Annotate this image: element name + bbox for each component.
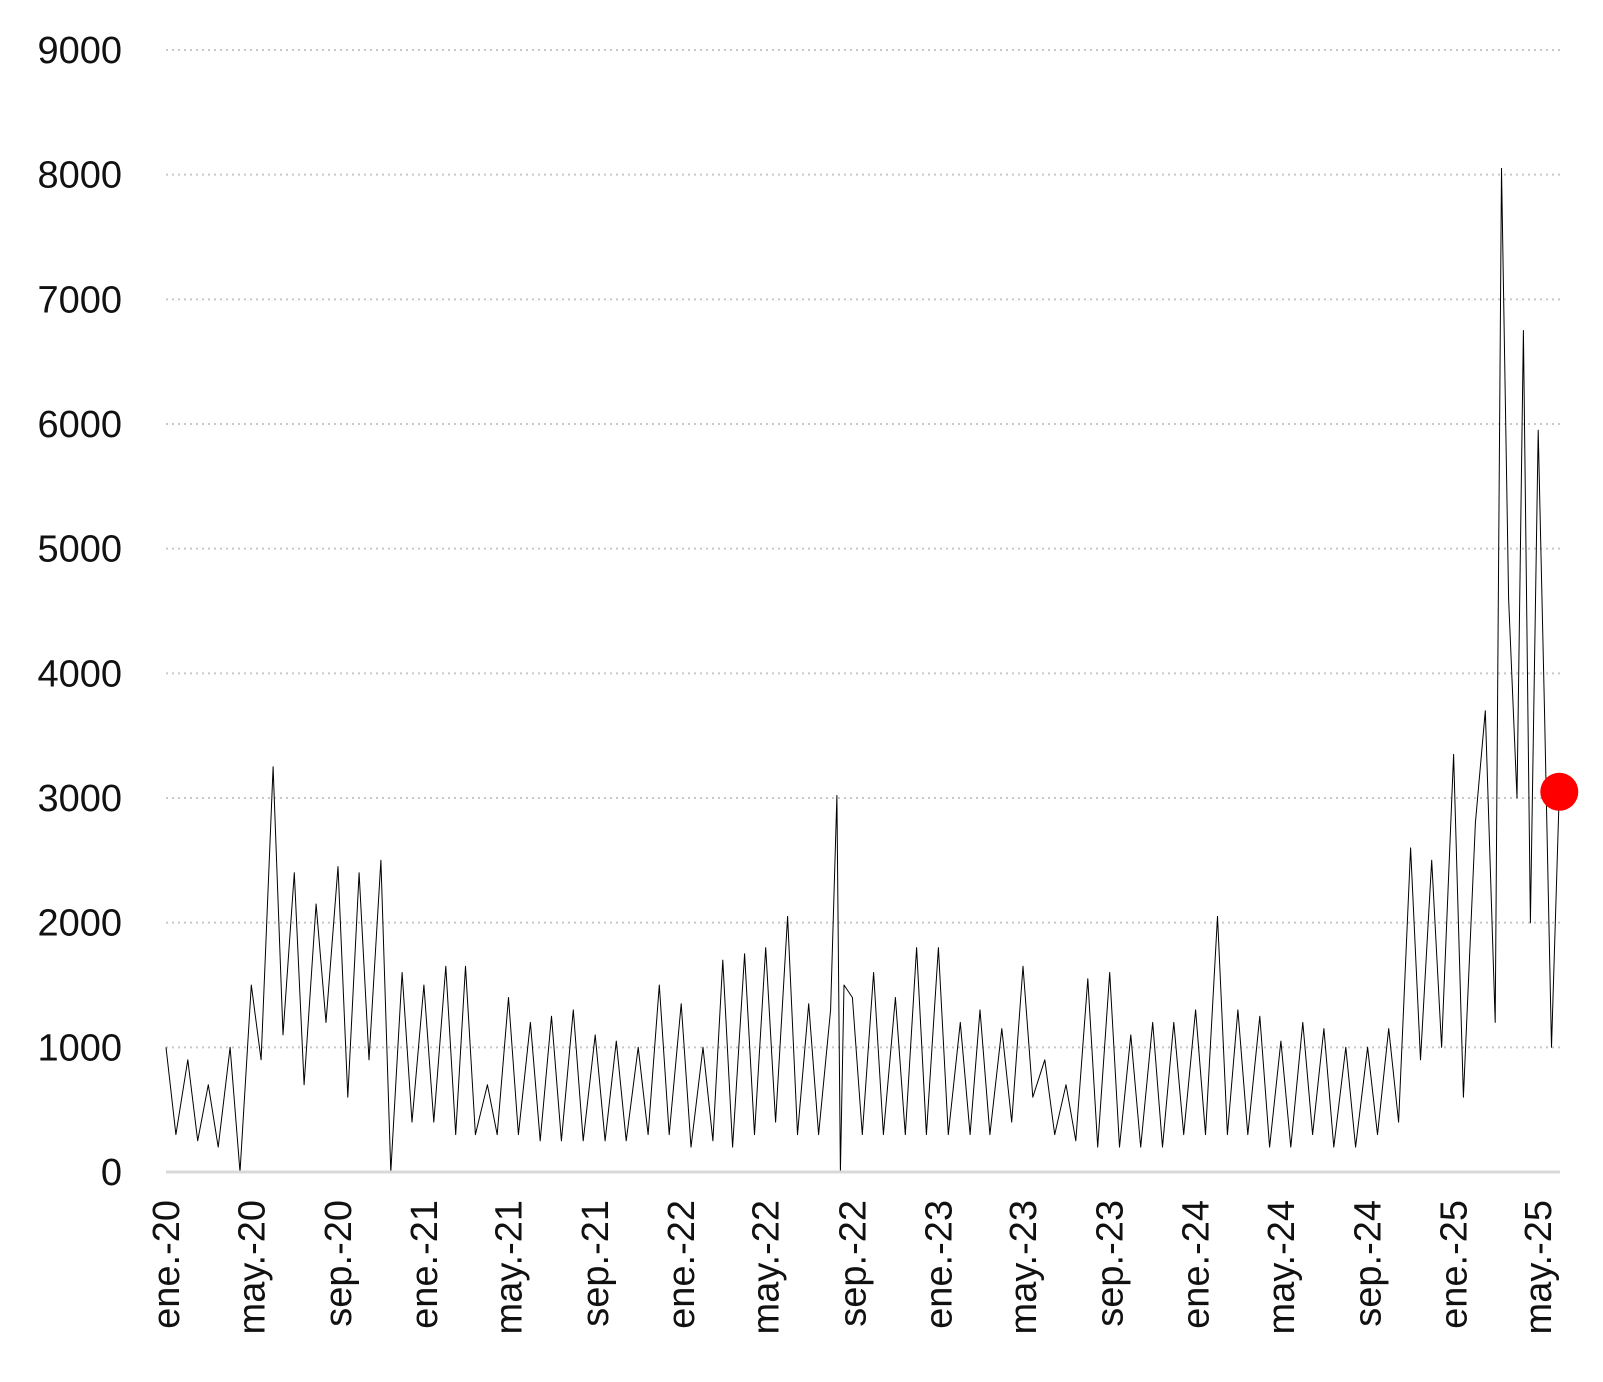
y-tick-label: 0 [101, 1152, 122, 1194]
x-tick-label: ene.-22 [661, 1200, 703, 1329]
y-tick-label: 9000 [37, 30, 122, 72]
y-tick-label: 4000 [37, 653, 122, 695]
x-tick-label: ene.-20 [146, 1200, 188, 1329]
y-tick-label: 8000 [37, 155, 122, 197]
x-axis-tick-labels: ene.-20 may.-20 sep.-20 ene.-21 may.-21 sep.-… [146, 1200, 1560, 1334]
x-tick-label: ene.-24 [1176, 1200, 1218, 1329]
x-tick-label: ene.-23 [918, 1200, 960, 1329]
series-line [165, 167, 1560, 1173]
x-tick-label: sep.-24 [1348, 1200, 1390, 1327]
x-tick-label: may.-22 [746, 1200, 788, 1334]
y-tick-label: 2000 [37, 903, 122, 945]
x-tick-label: ene.-21 [404, 1200, 446, 1329]
x-tick-label: may.-25 [1518, 1200, 1560, 1334]
highlight-marker-layer [1540, 772, 1579, 811]
y-tick-label: 3000 [37, 778, 122, 820]
x-tick-label: may.-24 [1261, 1200, 1303, 1334]
x-tick-label: sep.-23 [1090, 1200, 1132, 1327]
y-tick-label: 7000 [37, 279, 122, 321]
x-tick-label: sep.-22 [832, 1200, 874, 1327]
x-tick-label: ene.-25 [1434, 1200, 1476, 1329]
series-layer [165, 167, 1560, 1173]
x-tick-label: may.-21 [489, 1200, 531, 1334]
x-tick-label: may.-23 [1003, 1200, 1045, 1334]
y-axis-tick-labels: 0 1000 2000 3000 4000 5000 6000 7000 8000 9000 [37, 30, 122, 1194]
gridlines [166, 49, 1560, 1049]
x-tick-label: sep.-21 [575, 1200, 617, 1327]
y-tick-label: 5000 [37, 529, 122, 571]
highlight-point-marker [1540, 772, 1579, 811]
x-tick-label: sep.-20 [318, 1200, 360, 1327]
x-tick-label: may.-20 [231, 1200, 273, 1334]
y-tick-label: 6000 [37, 404, 122, 446]
y-tick-label: 1000 [37, 1027, 122, 1069]
